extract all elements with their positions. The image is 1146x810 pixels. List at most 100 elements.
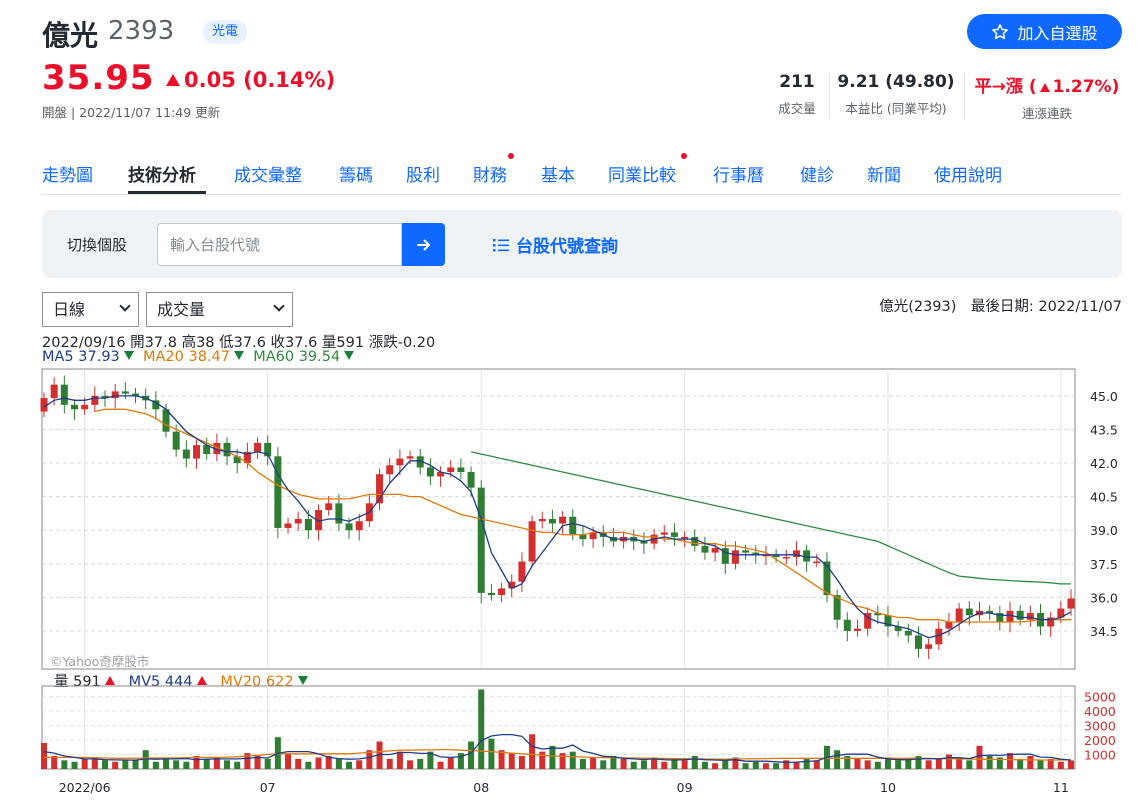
candle-body (803, 550, 811, 562)
candle-body (1047, 617, 1055, 627)
tab-dividend[interactable]: 股利 (406, 166, 440, 186)
code-lookup-link[interactable]: 台股代號查詢 (492, 232, 618, 257)
add-to-watchlist-button[interactable]: 加入自選股 (967, 14, 1122, 49)
candle-body (518, 561, 526, 582)
candle-body (833, 595, 841, 620)
streak-prefix: 平→漲 ( (974, 77, 1037, 97)
candle-body (721, 548, 729, 564)
volume-bar (1006, 753, 1013, 769)
down-arrow-icon (234, 351, 244, 360)
arrow-right-icon (416, 239, 430, 250)
tab-calendar[interactable]: 行事曆 (713, 166, 764, 186)
volume-bar (915, 755, 922, 769)
volume-bar (966, 760, 973, 769)
volume-bar (569, 751, 576, 769)
volume-bar (173, 760, 180, 769)
volume-bar (41, 742, 47, 769)
up-arrow-icon (104, 676, 115, 685)
candle-body (60, 384, 68, 405)
candle-body (477, 487, 485, 593)
tab-trend[interactable]: 走勢圖 (42, 166, 93, 186)
candle-body (121, 391, 129, 394)
volume-bar (651, 757, 658, 769)
streak-pct: 1.27%) (1052, 77, 1120, 97)
volume-bar (712, 763, 719, 769)
tab-financials[interactable]: 財務 (473, 166, 507, 186)
candle-body (986, 610, 994, 614)
pe-value: 9.21 (49.80) (837, 72, 955, 92)
volume-bar (600, 760, 607, 769)
volume-bar (447, 757, 454, 769)
candle-body (376, 474, 384, 504)
candle-body (325, 503, 333, 511)
candle-body (447, 467, 455, 472)
volume-bar (1068, 760, 1074, 769)
indicator-select[interactable]: 成交量 (146, 292, 293, 327)
candle-body (172, 431, 180, 450)
volume-bar (813, 760, 820, 769)
volume-bar (1047, 758, 1054, 769)
active-tab-indicator (128, 191, 206, 194)
candle-body (782, 557, 790, 559)
search-submit-button[interactable] (402, 223, 445, 266)
divider (964, 74, 965, 118)
divider (829, 74, 830, 118)
candle-body (203, 445, 211, 455)
tab-chips[interactable]: 籌碼 (339, 166, 373, 186)
volume-bar (264, 758, 271, 769)
volume-bar (295, 758, 302, 769)
stock-code-input[interactable] (157, 223, 402, 266)
up-arrow-icon (1039, 83, 1050, 92)
candle-body (1016, 610, 1024, 620)
tab-health[interactable]: 健診 (800, 166, 834, 186)
volume-bar (539, 751, 546, 769)
mv20-line (44, 748, 1071, 761)
tab-news[interactable]: 新聞 (867, 166, 901, 186)
candle-body (579, 534, 587, 540)
volume-bar (346, 761, 353, 769)
candle-body (416, 456, 424, 468)
volume-bar (71, 761, 78, 769)
tab-technical[interactable]: 技術分析 (128, 166, 196, 186)
volume-bar (691, 755, 698, 769)
price-tick-label: 43.5 (1090, 422, 1118, 437)
candle-body (731, 550, 739, 564)
candle-body (1057, 608, 1065, 618)
volume-bar (407, 760, 414, 769)
sector-tag[interactable]: 光電 (203, 20, 248, 44)
candle-body (355, 521, 363, 531)
volume-bar (895, 760, 902, 769)
chart-meta: 億光(2393) 最後日期: 2022/11/07 (879, 299, 1122, 315)
candle-body (304, 519, 312, 531)
stock-name: 億光 (42, 19, 99, 52)
tab-basic[interactable]: 基本 (541, 166, 575, 186)
up-arrow-icon (166, 74, 180, 86)
candle-body (874, 613, 882, 616)
candle-body (996, 613, 1004, 622)
x-tick-label: 07 (260, 780, 276, 795)
period-select[interactable]: 日線 (42, 292, 139, 327)
price-tick-label: 45.0 (1090, 389, 1118, 404)
tab-trades[interactable]: 成交彙整 (234, 166, 302, 186)
volume-bar (610, 755, 617, 769)
ma-legend: MA5 37.93 MA20 38.47 MA60 39.54 (42, 349, 355, 365)
volume-bar (285, 753, 292, 769)
tab-help[interactable]: 使用說明 (934, 166, 1002, 186)
volume-bar (976, 745, 983, 769)
candle-body (681, 536, 689, 539)
down-arrow-icon (297, 676, 308, 685)
x-tick-label: 08 (473, 780, 489, 795)
candle-body (945, 621, 953, 629)
candle-body (182, 449, 190, 459)
price-tick-label: 39.0 (1090, 523, 1118, 538)
price-panel-frame (41, 368, 1076, 670)
tab-peers[interactable]: 同業比較 (608, 166, 676, 186)
volume-tick-label: 3000 (1084, 719, 1116, 734)
candle-body (162, 409, 170, 432)
down-arrow-icon (123, 351, 134, 360)
candle-body (752, 552, 760, 555)
volume-bar (620, 758, 627, 769)
ma20-line (94, 408, 1071, 623)
candle-body (467, 471, 475, 488)
